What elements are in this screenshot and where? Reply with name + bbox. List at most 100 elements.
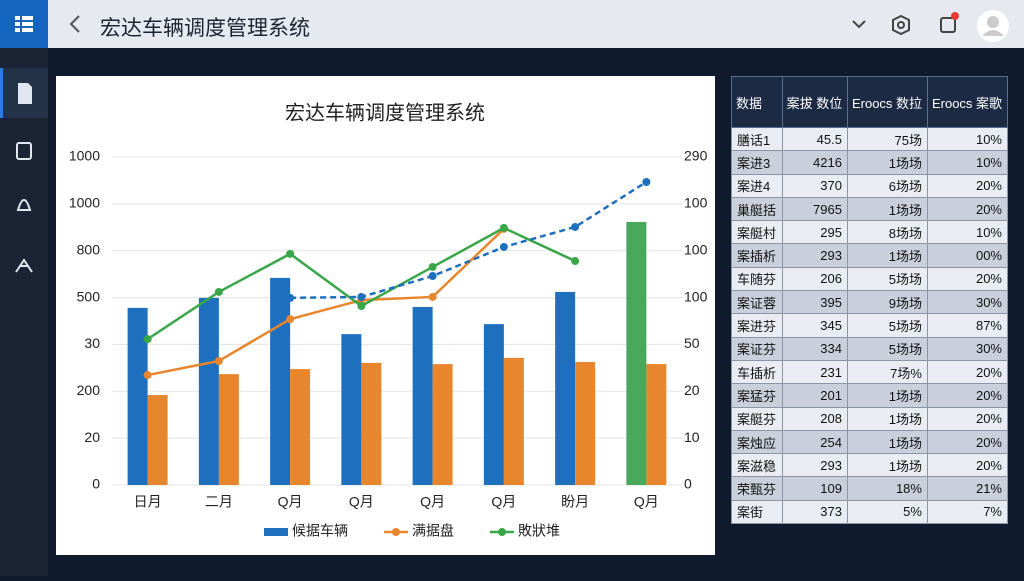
table-cell: 293 — [781, 453, 848, 478]
table-row[interactable]: 案证蓉 395 9场场 30% — [731, 290, 1009, 315]
table-cell: 370 — [781, 173, 848, 198]
menu-button[interactable] — [0, 0, 48, 48]
table-cell: 7965 — [781, 196, 848, 222]
top-bar: 宏达车辆调度管理系统 — [0, 0, 1024, 48]
table-cell: 395 — [781, 290, 848, 315]
table-cell: 案街 — [731, 499, 783, 525]
table-cell: 6场场 — [846, 173, 928, 198]
column-header[interactable]: 数据 — [731, 76, 783, 128]
bar — [412, 306, 433, 485]
legend-dot — [498, 528, 506, 536]
line-point — [428, 292, 437, 301]
table-row[interactable]: 案进3 4216 1场场 10% — [731, 150, 1009, 175]
user-icon[interactable] — [15, 258, 33, 273]
table-cell: 案进4 — [731, 173, 783, 198]
line-point — [642, 177, 651, 186]
table-cell: 208 — [781, 406, 848, 431]
table-cell: 295 — [781, 220, 848, 245]
table-cell: 30% — [926, 290, 1009, 315]
bar — [503, 357, 524, 485]
table-cell: 20% — [926, 266, 1009, 292]
x-tick-label: Q月 — [278, 494, 303, 510]
notification-badge — [951, 12, 959, 20]
table-cell: 20% — [926, 173, 1009, 198]
line-point — [286, 249, 295, 258]
table-cell: 45.5 — [781, 126, 848, 152]
table-row[interactable]: 案艇村 295 8场场 10% — [731, 220, 1009, 245]
table-row[interactable]: 案街 373 5% 7% — [731, 499, 1009, 525]
table-row[interactable]: 案猛芬 201 1场场 20% — [731, 383, 1009, 408]
dropdown-icon[interactable] — [852, 20, 866, 29]
table-cell: 00% — [926, 243, 1009, 268]
app-title: 宏达车辆调度管理系统 — [100, 17, 310, 40]
table-cell: 1场场 — [846, 406, 928, 431]
table-row[interactable]: 案进芬 345 5场场 87% — [731, 313, 1009, 338]
y-tick-label: 1000 — [69, 148, 100, 164]
table-cell: 206 — [781, 266, 848, 292]
table-cell: 案烛应 — [731, 429, 783, 455]
column-header[interactable]: Eroocs 案歌 — [926, 76, 1009, 128]
line-point — [428, 262, 437, 271]
data-table: 数据 案拔 数位 Eroocs 数拉 Eroocs 案歌 膳话1 45.5 75场 10% 案进… — [731, 76, 1009, 525]
table-row[interactable]: 案插析 293 1场场 00% — [731, 243, 1009, 268]
table-cell: 案进芬 — [731, 313, 783, 338]
bar — [483, 324, 504, 485]
bar — [432, 364, 453, 485]
legend-label: 候据车辆 — [292, 523, 348, 539]
y-tick-label: 0 — [92, 476, 100, 492]
table-cell: 254 — [781, 429, 848, 455]
bar — [555, 291, 576, 485]
table-row[interactable]: 案进4 370 6场场 20% — [731, 173, 1009, 198]
table-cell: 20% — [926, 406, 1009, 431]
avatar-head — [987, 16, 999, 28]
table-cell: 20% — [926, 429, 1009, 455]
table-cell: 10% — [926, 150, 1009, 175]
table-row[interactable]: 车随芬 206 5场场 20% — [731, 266, 1009, 292]
table-cell: 10% — [926, 126, 1009, 152]
table-cell: 1场场 — [846, 150, 928, 175]
legend-dot — [392, 528, 400, 536]
table-cell: 车插析 — [731, 359, 783, 385]
table-cell: 87% — [926, 313, 1009, 338]
bar — [147, 395, 168, 485]
column-header[interactable]: Eroocs 数拉 — [846, 76, 928, 128]
table-row[interactable]: 案滋稳 293 1场场 20% — [731, 453, 1009, 478]
menu-icon — [15, 16, 33, 32]
line-point — [214, 287, 223, 296]
chart-title: 宏达车辆调度管理系统 — [285, 101, 485, 124]
settings-icon[interactable] — [892, 14, 910, 36]
table-cell: 75场 — [846, 126, 928, 152]
table-cell: 车随芬 — [731, 266, 783, 292]
table-cell: 21% — [926, 476, 1009, 501]
doc-icon — [18, 83, 32, 104]
table-row[interactable]: 膳话1 45.5 75场 10% — [731, 126, 1009, 152]
table-cell: 1场场 — [846, 429, 928, 455]
x-tick-label: Q月 — [420, 494, 445, 510]
clipboard-icon[interactable] — [16, 142, 32, 160]
sidebar-icons — [0, 68, 48, 273]
line-point — [357, 302, 366, 311]
line-point — [143, 335, 152, 344]
table-cell: 案证蓉 — [731, 290, 783, 315]
table-row[interactable]: 案证芬 334 5场场 30% — [731, 336, 1009, 361]
y2-tick-label: 100 — [684, 241, 708, 257]
table-row[interactable]: 荣甄芬 109 18% 21% — [731, 476, 1009, 501]
table-row[interactable]: 巢艇括 7965 1场场 20% — [731, 196, 1009, 222]
table-row[interactable]: 案艇芬 208 1场场 20% — [731, 406, 1009, 431]
bar — [361, 362, 382, 485]
line-point — [428, 272, 437, 281]
column-header[interactable]: 案拔 数位 — [781, 76, 848, 128]
table-row[interactable]: 车插析 231 7场% 20% — [731, 359, 1009, 385]
x-tick-label: 二月 — [205, 494, 233, 510]
notification-icon[interactable] — [940, 17, 956, 33]
table-cell: 1场场 — [846, 383, 928, 408]
back-button[interactable] — [66, 12, 86, 36]
table-cell: 1场场 — [846, 453, 928, 478]
bell-icon[interactable] — [16, 199, 32, 211]
bar — [127, 307, 148, 485]
table-row[interactable]: 案烛应 254 1场场 20% — [731, 429, 1009, 455]
bar — [575, 361, 596, 485]
y-tick-label: 800 — [77, 241, 101, 257]
table-cell: 案滋稳 — [731, 453, 783, 478]
